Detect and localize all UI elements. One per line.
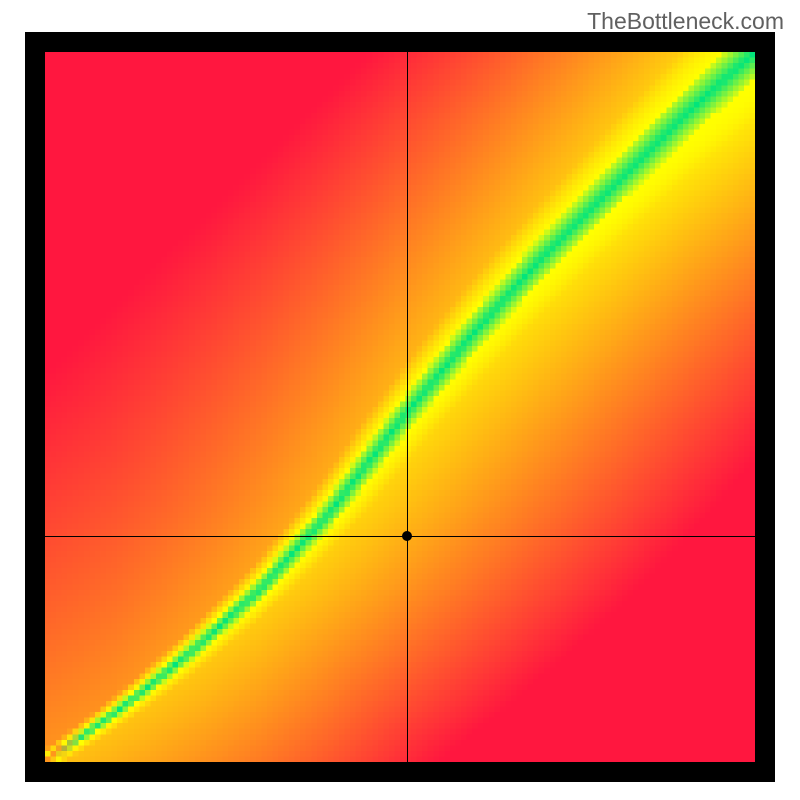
- watermark-text: TheBottleneck.com: [587, 8, 784, 35]
- crosshair-marker-dot: [402, 531, 412, 541]
- crosshair-horizontal: [45, 536, 755, 537]
- bottleneck-heatmap: [45, 52, 755, 762]
- crosshair-vertical: [407, 52, 408, 762]
